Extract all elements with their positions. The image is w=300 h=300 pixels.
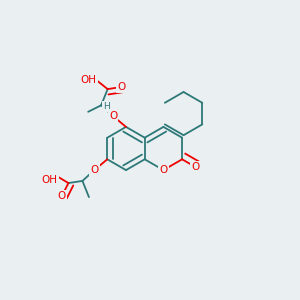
Text: O: O (191, 162, 199, 172)
Text: OH: OH (81, 76, 97, 85)
Text: H: H (103, 102, 110, 111)
Text: O: O (58, 191, 66, 201)
Text: O: O (118, 82, 126, 92)
Text: OH: OH (42, 175, 58, 184)
Text: O: O (159, 165, 167, 175)
Text: O: O (90, 165, 98, 175)
Text: O: O (109, 111, 117, 121)
